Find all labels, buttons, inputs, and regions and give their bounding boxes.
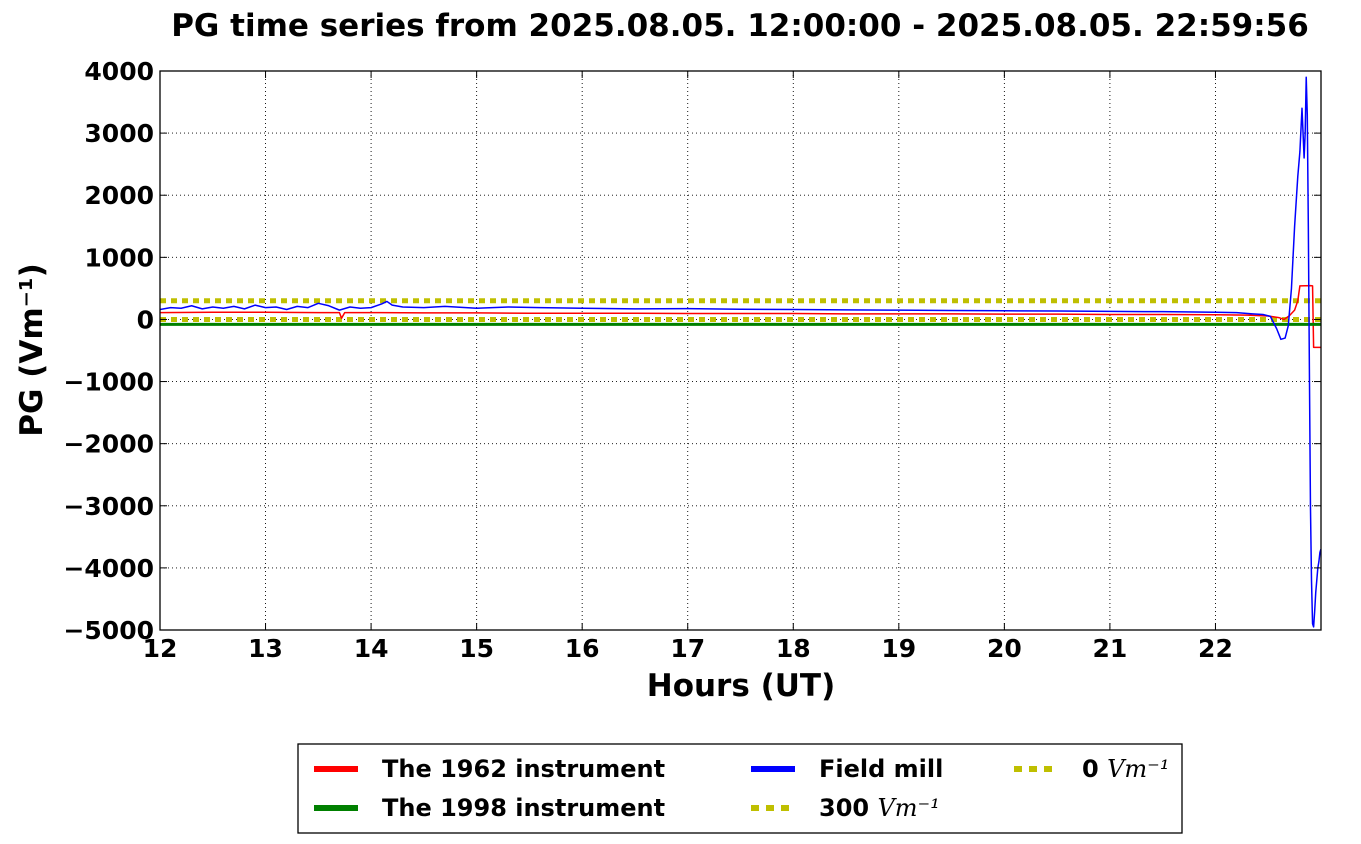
legend-label: Field mill <box>819 755 943 783</box>
x-tick-labels: 12 13 14 15 16 17 18 19 20 21 22 <box>143 634 1233 663</box>
y-tick-labels: 4000 3000 2000 1000 0 −1000 −2000 −3000 −4000 −50… <box>63 57 154 645</box>
series-line-field-mill <box>160 76 1321 628</box>
y-axis-label: PG (Vm⁻¹) <box>14 263 50 437</box>
legend-label: 300 Vm⁻¹ <box>819 794 940 822</box>
x-tick-label: 21 <box>1093 634 1128 663</box>
y-tick-label: 2000 <box>84 181 154 210</box>
legend: The 1962 instrument Field mill 0 Vm⁻¹ The 1… <box>297 743 1183 834</box>
legend-frame <box>297 743 1183 834</box>
y-tick-label: 0 <box>137 305 154 334</box>
legend-unit: Vm⁻¹ <box>877 794 939 822</box>
tick-marks <box>159 70 1321 631</box>
legend-label: The 1962 instrument <box>382 755 665 783</box>
chart-title: PG time series from 2025.08.05. 12:00:00… <box>171 8 1309 44</box>
x-tick-label: 22 <box>1198 634 1233 663</box>
x-tick-label: 12 <box>143 634 178 663</box>
grid-lines <box>160 71 1321 630</box>
series-layer <box>160 76 1321 628</box>
x-tick-label: 20 <box>987 634 1022 663</box>
legend-label: The 1998 instrument <box>382 794 665 822</box>
x-axis-label: Hours (UT) <box>647 668 836 704</box>
x-tick-label: 17 <box>670 634 705 663</box>
y-tick-label: 4000 <box>84 57 154 86</box>
x-tick-label: 14 <box>354 634 389 663</box>
x-tick-label: 16 <box>565 634 600 663</box>
y-tick-label: −1000 <box>63 368 154 397</box>
y-tick-label: −2000 <box>63 430 154 459</box>
legend-unit: Vm⁻¹ <box>1107 755 1169 783</box>
legend-label: 0 Vm⁻¹ <box>1082 755 1169 783</box>
y-tick-label: −3000 <box>63 492 154 521</box>
y-tick-label: 1000 <box>84 243 154 272</box>
y-tick-label: −4000 <box>63 554 154 583</box>
y-tick-label: −5000 <box>63 616 154 645</box>
x-tick-label: 19 <box>881 634 916 663</box>
x-tick-label: 18 <box>776 634 811 663</box>
plot-frame <box>159 70 1322 631</box>
x-tick-label: 13 <box>248 634 283 663</box>
y-tick-label: 3000 <box>84 119 154 148</box>
series-line-the-1962-instrument <box>160 284 1321 349</box>
x-tick-label: 15 <box>459 634 494 663</box>
